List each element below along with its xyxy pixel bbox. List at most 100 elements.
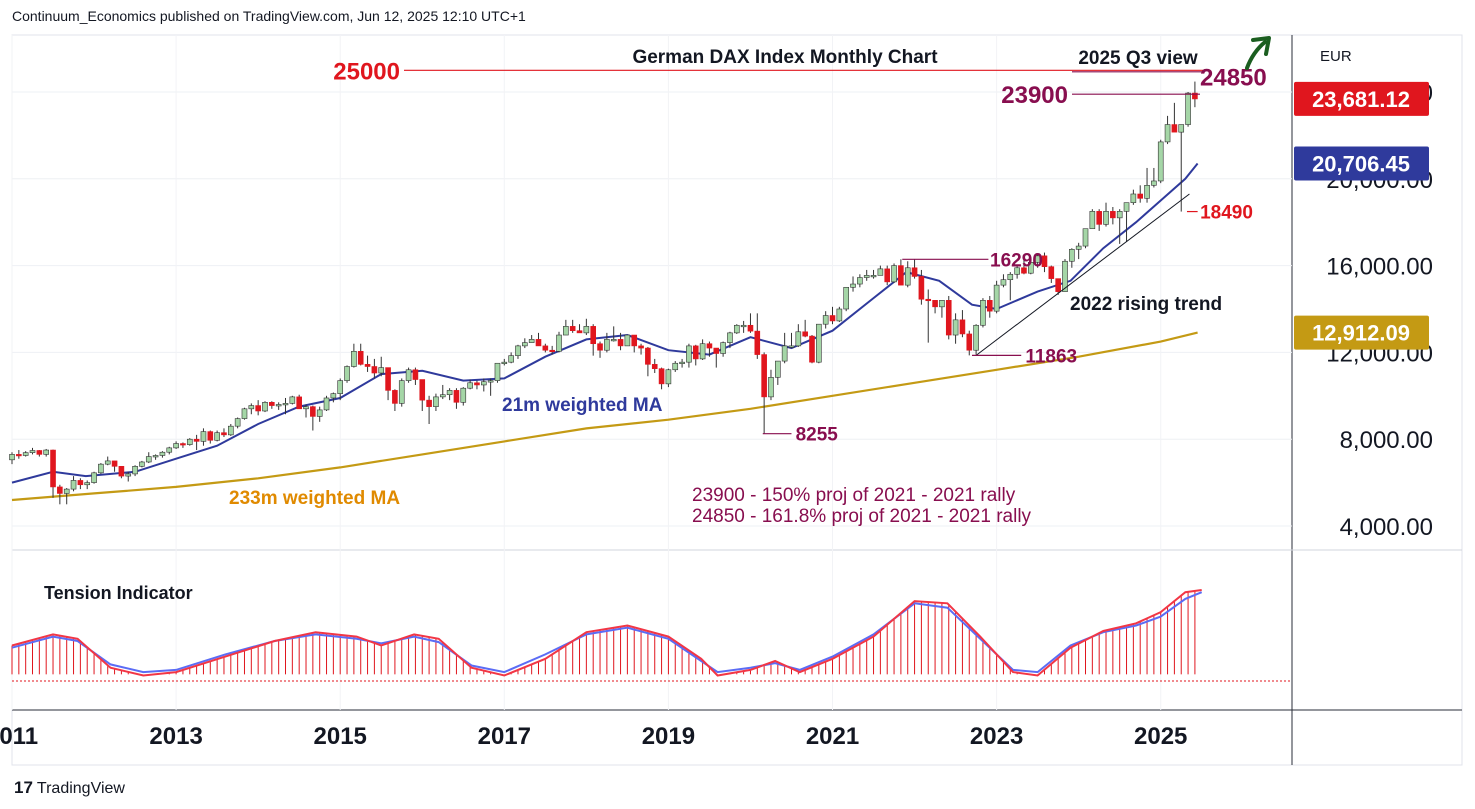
candle [180,443,186,446]
candle [9,454,15,461]
candle [1164,124,1171,143]
candle [645,347,651,365]
level-18490-label: 18490 [1200,203,1253,224]
candle [795,331,802,347]
candle [932,300,938,308]
candle [344,366,350,381]
candle [638,345,644,349]
candle [1157,141,1164,182]
candle [186,438,193,445]
candle [775,360,781,378]
candle [494,362,501,381]
level-24850-label: 24850 [1200,65,1267,92]
candle [364,364,371,367]
candle [583,326,590,334]
candle [857,277,863,285]
candle [1069,249,1075,262]
candle [446,390,453,396]
candle [563,326,569,336]
candle [1034,255,1041,263]
candle [111,460,118,467]
level-23900-label: 23900 [1001,82,1068,109]
tension-title: Tension Indicator [44,583,193,603]
candle [904,267,911,286]
ma233-path [11,331,1198,502]
candle [672,362,679,371]
candle [125,473,132,477]
candle [768,377,774,398]
candle [556,334,562,352]
level-8255-label: 8255 [796,425,839,446]
candle [296,396,302,410]
candle [898,265,904,286]
footer-brand: 17 TradingView [14,778,125,798]
candle [63,488,70,494]
candle [1185,92,1191,125]
candle [439,394,446,398]
candle [515,345,521,356]
candle [679,361,685,364]
candle [576,330,583,334]
candle [610,339,617,342]
candle [597,343,603,351]
ma21-path [11,162,1199,484]
candle [624,334,631,347]
candle [973,324,979,351]
candle [535,339,542,347]
level-16290-label: 16290 [990,250,1043,271]
candle [480,381,487,386]
candle [433,396,439,407]
candle [665,369,672,385]
candle [863,275,870,278]
candle [699,343,706,360]
candle [255,405,261,412]
candle [214,432,220,441]
candle [501,361,508,364]
candle [1116,211,1123,219]
candle [1062,260,1068,292]
candle [1096,211,1102,225]
candle [310,406,316,417]
candle [228,425,234,436]
projection-note-1: 23900 - 150% proj of 2021 - 2021 rally [692,485,1016,506]
candle [173,443,179,449]
candle [993,284,1000,312]
trend-label: 2022 rising trend [1070,294,1222,315]
candle [385,367,391,391]
trendline-path [975,193,1190,356]
candle [1171,124,1178,133]
candle [986,300,993,312]
candles [9,81,1198,505]
candle [241,408,248,419]
candle [474,382,480,386]
footer-brand-text: TradingView [36,780,125,797]
candle [57,486,63,494]
candle [1021,267,1027,274]
candle [152,455,159,458]
x-tick-label: 2023 [970,723,1023,750]
candle [733,324,740,334]
candle [1048,266,1055,279]
candle [84,482,91,486]
tension-histogram [11,589,1203,677]
candle [282,403,289,406]
candle [351,351,357,367]
q3-view-label: 2025 Q3 view [1078,48,1198,69]
tradingview-logo-icon: 17 [14,778,33,797]
candle [467,382,473,389]
ma233-label: 233m weighted MA [229,488,400,509]
candle [754,330,761,355]
time-axis: 2011 2013 2015 2017 2019 2021 2023 2025 [0,723,1187,750]
candle [50,449,56,488]
candle [1137,193,1144,199]
candle [43,449,49,455]
candle [686,345,692,363]
candle [398,380,405,404]
candle [740,324,747,328]
candle [405,369,412,381]
candle [829,315,836,322]
currency-label: EUR [1320,48,1352,65]
candle [966,333,973,351]
candle [412,369,419,380]
